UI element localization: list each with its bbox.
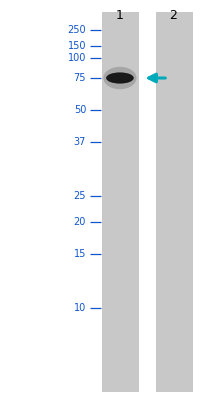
Text: 10: 10: [73, 303, 86, 313]
Text: 75: 75: [73, 73, 86, 83]
Text: 250: 250: [67, 25, 86, 35]
Text: 150: 150: [67, 41, 86, 51]
Text: 15: 15: [73, 249, 86, 259]
Text: 1: 1: [115, 9, 123, 22]
Bar: [155, 12, 192, 392]
Text: 20: 20: [73, 217, 86, 227]
Ellipse shape: [106, 72, 133, 84]
Text: 100: 100: [67, 53, 86, 63]
Text: 25: 25: [73, 191, 86, 201]
Ellipse shape: [103, 67, 136, 89]
Text: 50: 50: [73, 105, 86, 115]
Text: 37: 37: [73, 137, 86, 147]
Bar: [102, 12, 139, 392]
Text: 2: 2: [169, 9, 176, 22]
